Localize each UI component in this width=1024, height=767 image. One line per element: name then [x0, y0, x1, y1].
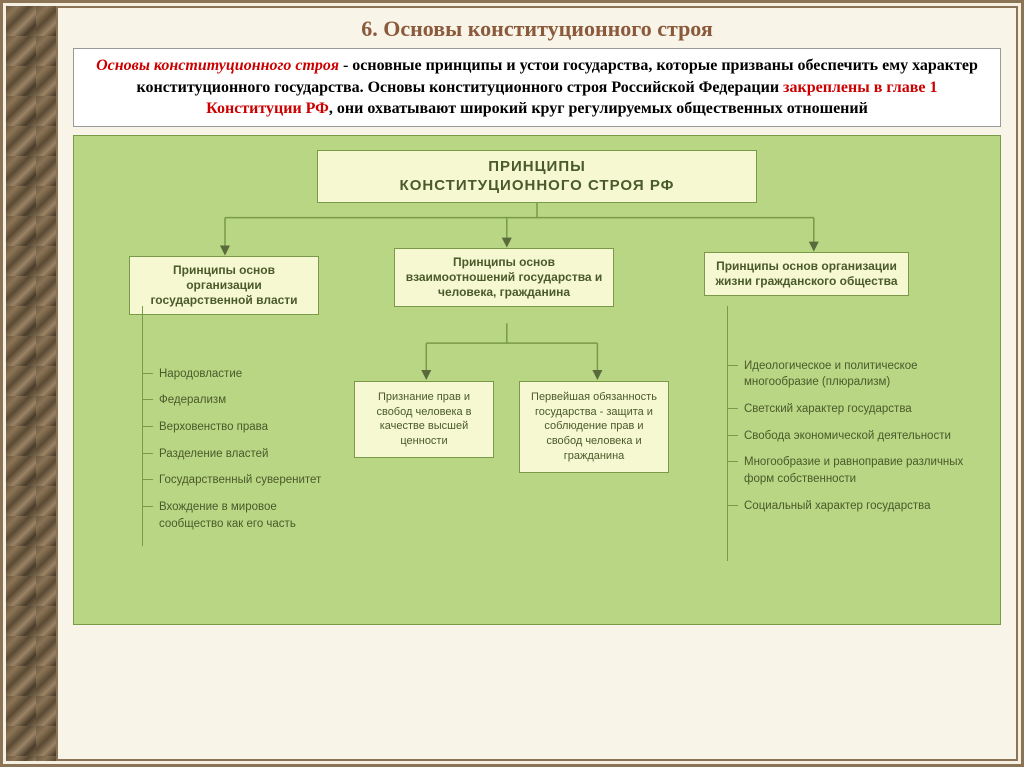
list-item: Многообразие и равноправие различных фор… [734, 454, 964, 487]
slide-frame: 6. Основы конституционного строя Основы … [0, 0, 1024, 767]
list-item: Разделение властей [149, 446, 339, 463]
definition-term: Основы конституционного строя [96, 57, 339, 74]
content-area: 6. Основы конституционного строя Основы … [56, 6, 1018, 761]
list-item: Вхождение в мировое сообщество как его ч… [149, 499, 339, 532]
branch-box-3: Принципы основ организации жизни граждан… [704, 252, 909, 296]
list-item: Государственный суверенитет [149, 472, 339, 489]
list-item: Народовластие [149, 366, 339, 383]
list-item: Федерализм [149, 392, 339, 409]
branch2-subbox-2: Первейшая обязанность государства - защи… [519, 381, 669, 473]
diagram-area: ПРИНЦИПЫ КОНСТИТУЦИОННОГО СТРОЯ РФ Принц… [73, 135, 1001, 625]
list-item: Идеологическое и политическое многообраз… [734, 358, 964, 391]
right-list-spine [727, 306, 728, 561]
list-item: Социальный характер государства [734, 498, 964, 515]
branch-box-2: Принципы основ взаимоотношений государст… [394, 248, 614, 307]
branch-box-1: Принципы основ организации государственн… [129, 256, 319, 315]
decorative-sidebar [6, 6, 56, 761]
list-item: Свобода экономической деятельности [734, 428, 964, 445]
list-item: Верховенство права [149, 419, 339, 436]
definition-box: Основы конституционного строя - основные… [73, 48, 1001, 127]
diagram-header-line1: ПРИНЦИПЫ [330, 157, 744, 177]
diagram-header: ПРИНЦИПЫ КОНСТИТУЦИОННОГО СТРОЯ РФ [317, 150, 757, 203]
diagram-header-line2: КОНСТИТУЦИОННОГО СТРОЯ РФ [330, 176, 744, 196]
branch2-subbox-1: Признание прав и свобод человека в качес… [354, 381, 494, 458]
branch1-item-list: Народовластие Федерализм Верховенство пр… [149, 366, 339, 543]
definition-body2: , они охватывают широкий круг регулируем… [329, 100, 868, 117]
branch3-item-list: Идеологическое и политическое многообраз… [734, 358, 964, 525]
list-item: Светский характер государства [734, 401, 964, 418]
slide-title: 6. Основы конституционного строя [73, 16, 1001, 42]
